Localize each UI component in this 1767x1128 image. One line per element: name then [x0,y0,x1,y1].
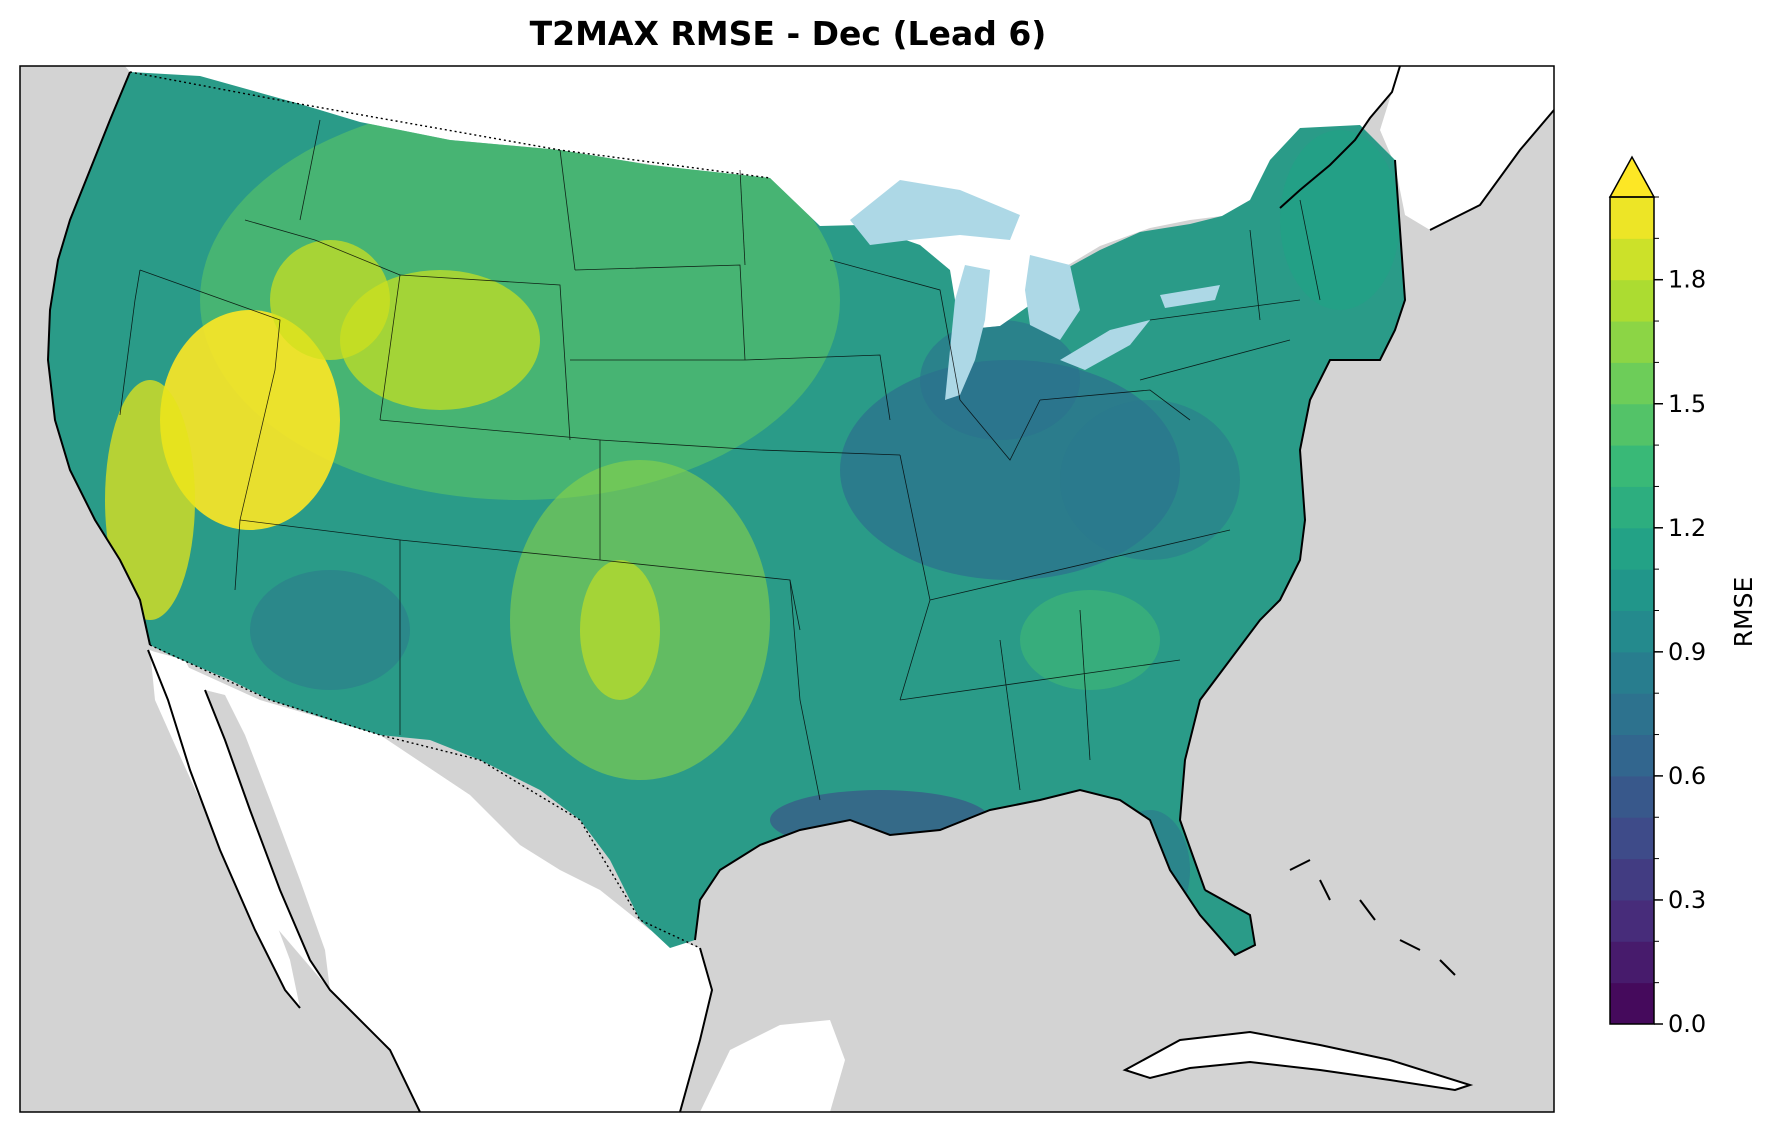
colorbar: 0.0 0.3 0.6 0.9 1.2 1.5 1.8 RMSE [1608,155,1758,1038]
colorbar-tick-label: 0.0 [1668,1010,1706,1038]
yucatan-land [700,1020,845,1112]
cuba-land [1125,1032,1470,1090]
baja-california-land [148,650,300,1008]
map-title: T2MAX RMSE - Dec (Lead 6) [529,14,1047,53]
map-area [20,66,1554,1112]
colorbar-level [1610,527,1654,570]
colorbar-ticks: 0.0 0.3 0.6 0.9 1.2 1.5 1.8 [1654,196,1706,1038]
gulf-of-california [205,690,330,990]
colorbar-level [1610,734,1654,777]
colorbar-levels [1610,197,1654,1025]
colorbar-tick-label: 1.2 [1668,514,1706,542]
international-border [129,71,771,949]
colorbar-tick-label: 1.8 [1668,266,1706,294]
colorbar-level [1610,817,1654,860]
lake-ontario [1160,285,1220,308]
colorbar-label: RMSE [1729,577,1758,648]
state-borders [119,119,1321,801]
colorbar-level [1610,899,1654,942]
rmse-heat-field [105,100,1400,930]
colorbar-level [1610,486,1654,529]
colorbar-level [1610,362,1654,405]
colorbar-level [1610,279,1654,322]
colorbar-tick-label: 1.5 [1668,390,1706,418]
colorbar-tick-label: 0.6 [1668,762,1706,790]
lake-erie [1060,320,1150,370]
colorbar-tick-label: 0.3 [1668,886,1706,914]
colorbar-level [1610,321,1654,363]
colorbar-level [1610,651,1654,694]
great-lakes [850,180,1220,400]
atlantic-canada-land [1380,66,1554,230]
colorbar-level [1610,403,1654,446]
colorbar-level [1610,775,1654,818]
colorbar-level [1610,941,1654,984]
colorbar-extend-arrow [1608,155,1656,198]
canada-coastline [1279,66,1554,231]
colorbar-level [1610,693,1654,736]
colorbar-level [1610,858,1654,901]
colorbar-level [1610,569,1654,611]
lake-michigan [945,265,990,400]
colorbar-level [1610,982,1654,1025]
bahamas-islands [1289,859,1456,976]
mexico-land [150,650,712,1112]
cuba-coastline [1122,1030,1474,1092]
colorbar-level [1610,238,1654,281]
colorbar-level [1610,445,1654,487]
colorbar-level [1610,610,1654,653]
colorbar-tick-label: 0.9 [1668,638,1706,666]
lake-huron [1025,255,1080,340]
map-frame [19,65,1555,1113]
mexico-coastline [147,649,714,1112]
colorbar-level [1610,197,1654,239]
coastline [46,71,1407,957]
lake-superior [850,180,1020,245]
